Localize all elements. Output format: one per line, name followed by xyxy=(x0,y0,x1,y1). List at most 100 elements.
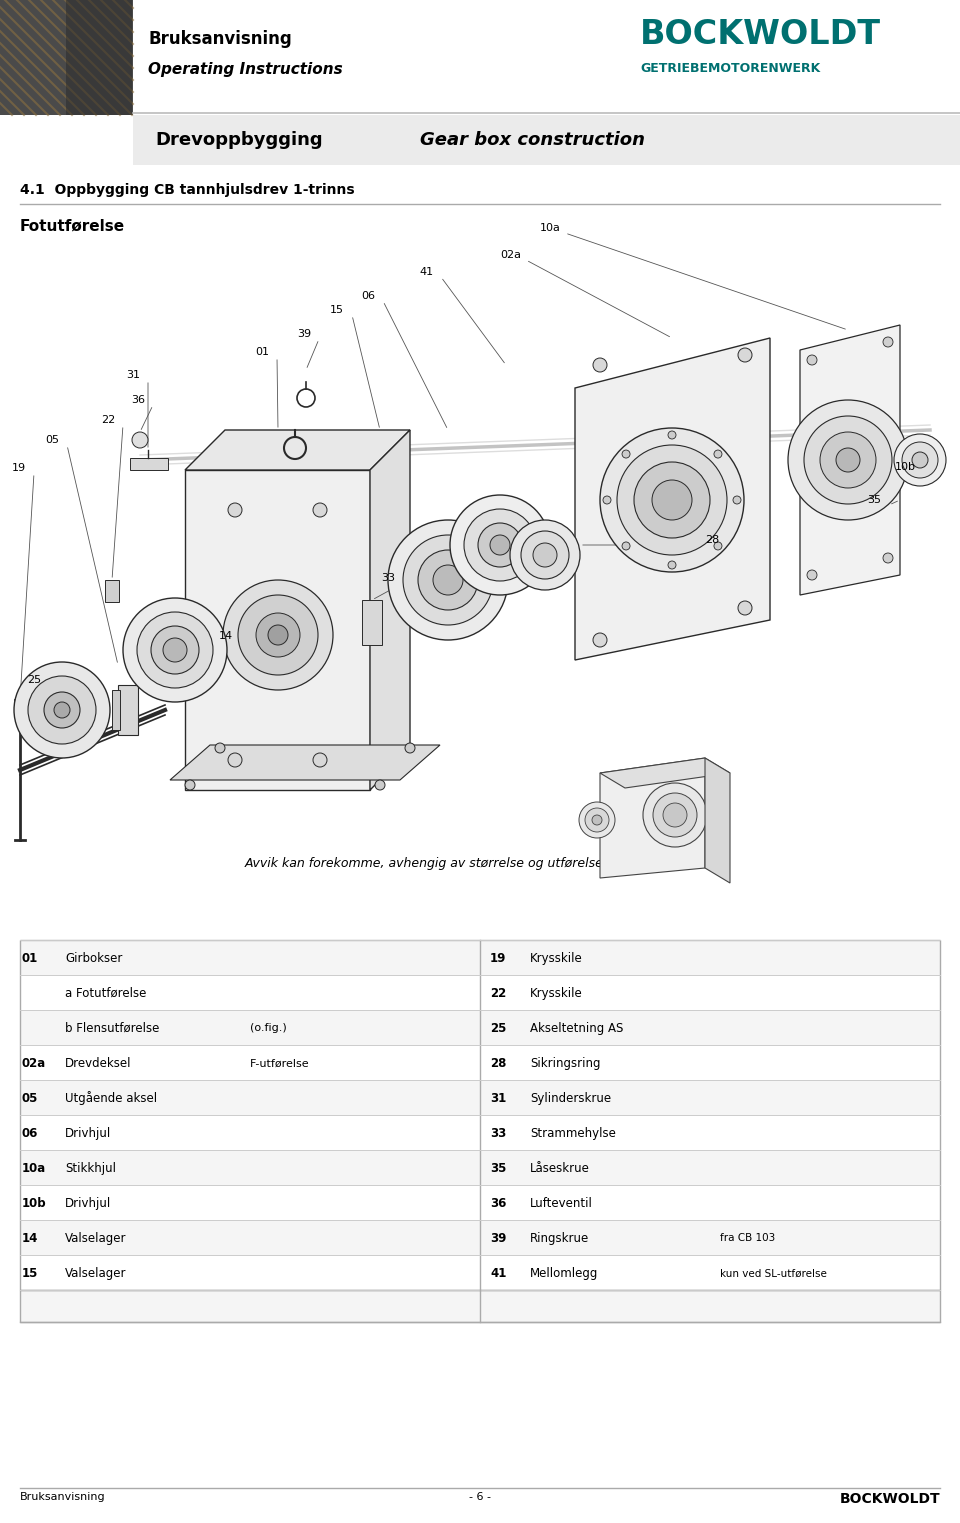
Bar xyxy=(480,1115,940,1150)
Circle shape xyxy=(403,535,493,624)
Text: 22: 22 xyxy=(101,414,115,425)
Circle shape xyxy=(622,542,630,550)
Text: 31: 31 xyxy=(490,1092,506,1104)
Circle shape xyxy=(593,634,607,647)
Circle shape xyxy=(14,663,110,758)
Text: Valselager: Valselager xyxy=(65,1232,127,1244)
Text: BOCKWOLDT: BOCKWOLDT xyxy=(839,1493,940,1506)
Text: 14: 14 xyxy=(219,631,233,641)
Circle shape xyxy=(820,433,876,487)
Circle shape xyxy=(478,522,522,567)
Circle shape xyxy=(464,509,536,580)
Text: GETRIEBEMOTORENWERK: GETRIEBEMOTORENWERK xyxy=(640,62,820,75)
Text: 01: 01 xyxy=(255,347,269,356)
Text: 15: 15 xyxy=(22,1267,38,1279)
Bar xyxy=(118,685,138,736)
Text: Bruksanvisning: Bruksanvisning xyxy=(148,30,292,49)
Text: 41: 41 xyxy=(490,1267,506,1279)
Bar xyxy=(480,940,940,975)
Text: 25: 25 xyxy=(27,675,41,685)
Text: 41: 41 xyxy=(419,267,433,277)
Circle shape xyxy=(668,431,676,439)
Circle shape xyxy=(521,532,569,579)
Circle shape xyxy=(603,496,611,504)
Text: Strammehylse: Strammehylse xyxy=(530,1127,616,1139)
Text: 22: 22 xyxy=(490,987,506,999)
Text: Akseltetning AS: Akseltetning AS xyxy=(530,1022,623,1034)
Bar xyxy=(20,1150,480,1185)
Circle shape xyxy=(902,442,938,478)
Bar xyxy=(20,975,480,1010)
Circle shape xyxy=(28,676,96,745)
Text: Girbokser: Girbokser xyxy=(65,952,122,964)
Circle shape xyxy=(807,570,817,580)
Circle shape xyxy=(585,809,609,832)
Text: Drivhjul: Drivhjul xyxy=(65,1197,111,1209)
Text: Mellomlegg: Mellomlegg xyxy=(530,1267,598,1279)
Bar xyxy=(130,458,168,471)
Circle shape xyxy=(738,347,752,362)
Text: Gear box construction: Gear box construction xyxy=(420,131,645,149)
Circle shape xyxy=(163,638,187,663)
Bar xyxy=(480,1220,940,1255)
Circle shape xyxy=(375,780,385,790)
Text: 01: 01 xyxy=(22,952,38,964)
Circle shape xyxy=(268,624,288,646)
Text: Operating Instructions: Operating Instructions xyxy=(148,62,343,78)
Text: Krysskile: Krysskile xyxy=(530,952,583,964)
Text: kun ved SL-utførelse: kun ved SL-utførelse xyxy=(720,1269,827,1278)
Text: 25: 25 xyxy=(490,1022,506,1034)
Text: 39: 39 xyxy=(297,329,311,340)
Circle shape xyxy=(313,503,327,516)
Text: 4.1  Oppbygging CB tannhjulsdrev 1-trinns: 4.1 Oppbygging CB tannhjulsdrev 1-trinns xyxy=(20,183,354,196)
Bar xyxy=(20,1115,480,1150)
Circle shape xyxy=(807,355,817,366)
Circle shape xyxy=(388,519,508,640)
Text: 39: 39 xyxy=(490,1232,506,1244)
Circle shape xyxy=(600,428,744,573)
Text: 10a: 10a xyxy=(540,222,561,233)
Bar xyxy=(20,1045,480,1080)
Text: fra CB 103: fra CB 103 xyxy=(720,1234,776,1243)
Text: 19: 19 xyxy=(490,952,506,964)
Circle shape xyxy=(228,503,242,516)
Bar xyxy=(20,940,480,975)
Polygon shape xyxy=(185,429,410,471)
Text: (o.fig.): (o.fig.) xyxy=(250,1023,287,1033)
Polygon shape xyxy=(705,758,730,883)
Circle shape xyxy=(883,553,893,564)
Text: 14: 14 xyxy=(22,1232,38,1244)
Bar xyxy=(20,1290,940,1322)
Circle shape xyxy=(652,480,692,519)
Circle shape xyxy=(450,495,550,595)
Circle shape xyxy=(123,599,227,702)
Circle shape xyxy=(223,580,333,690)
Bar xyxy=(0,0,133,116)
Circle shape xyxy=(643,783,707,847)
Circle shape xyxy=(912,452,928,468)
Circle shape xyxy=(418,550,478,611)
Bar xyxy=(480,1255,940,1290)
Bar xyxy=(585,748,775,892)
Circle shape xyxy=(238,595,318,675)
Circle shape xyxy=(733,496,741,504)
Bar xyxy=(20,1010,480,1045)
Text: 36: 36 xyxy=(131,394,145,405)
Bar xyxy=(480,1185,940,1220)
Text: 28: 28 xyxy=(490,1057,506,1069)
Circle shape xyxy=(663,803,687,827)
Bar xyxy=(66,0,132,116)
Text: Utgående aksel: Utgående aksel xyxy=(65,1090,157,1106)
Text: Drevdeksel: Drevdeksel xyxy=(65,1057,132,1069)
Text: 05: 05 xyxy=(22,1092,38,1104)
Text: Drivhjul: Drivhjul xyxy=(65,1127,111,1139)
Text: 28: 28 xyxy=(705,535,719,545)
Text: 35: 35 xyxy=(867,495,881,506)
Text: 02a: 02a xyxy=(500,250,521,260)
Bar xyxy=(362,600,382,646)
Text: Bruksanvisning: Bruksanvisning xyxy=(20,1493,106,1502)
Bar xyxy=(112,690,120,730)
Text: 05: 05 xyxy=(45,436,59,445)
Circle shape xyxy=(622,449,630,458)
Circle shape xyxy=(714,449,722,458)
